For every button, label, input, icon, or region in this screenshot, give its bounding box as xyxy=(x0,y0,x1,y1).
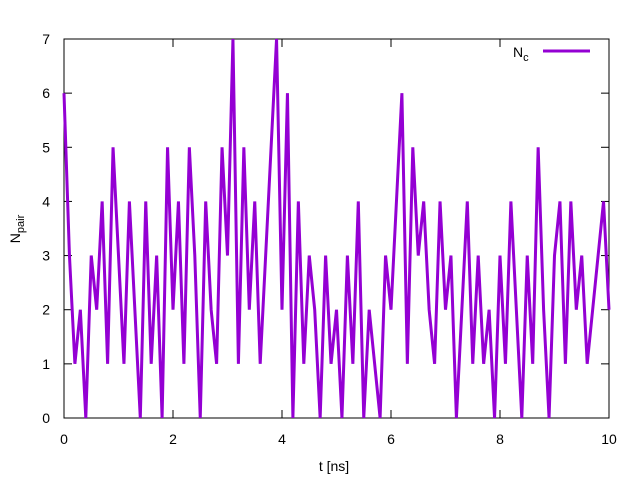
y-axis-label-sub: pair xyxy=(15,214,27,233)
x-axis-label: t [ns] xyxy=(319,458,349,474)
x-tick-label: 8 xyxy=(496,431,504,447)
legend-label-main: N xyxy=(513,44,523,60)
plot-frame xyxy=(63,38,610,419)
y-tick-label: 7 xyxy=(42,31,50,47)
x-tick-label: 2 xyxy=(169,431,177,447)
legend-label: Nc xyxy=(513,44,529,64)
x-tick-label: 10 xyxy=(601,431,617,447)
y-axis-label-main: N xyxy=(7,233,23,243)
x-tick-label: 0 xyxy=(60,431,68,447)
y-tick-label: 3 xyxy=(42,248,50,264)
y-tick-label: 6 xyxy=(42,85,50,101)
y-tick-label: 4 xyxy=(42,193,50,209)
y-tick-label: 5 xyxy=(42,139,50,155)
y-tick-label: 0 xyxy=(42,410,50,426)
y-tick-label: 2 xyxy=(42,302,50,318)
y-tick-label: 1 xyxy=(42,356,50,372)
x-tick-label: 6 xyxy=(387,431,395,447)
data-line xyxy=(62,38,611,419)
x-tick-label: 4 xyxy=(278,431,286,447)
legend-label-sub: c xyxy=(523,52,529,64)
y-axis-label: Npair xyxy=(7,214,27,243)
